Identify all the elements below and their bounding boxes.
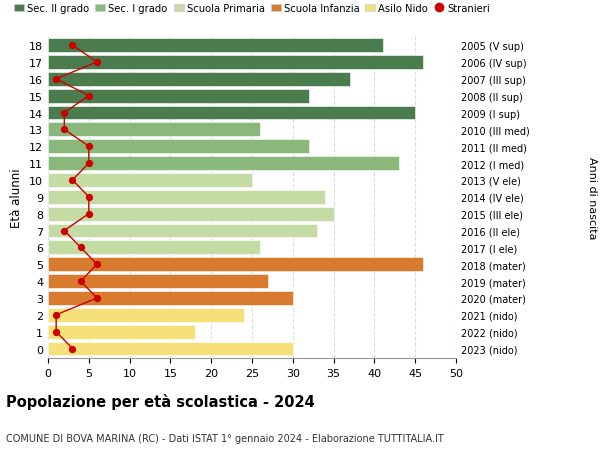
Bar	[48, 241, 260, 255]
Bar	[48, 291, 293, 305]
Legend: Sec. II grado, Sec. I grado, Scuola Primaria, Scuola Infanzia, Asilo Nido, Stran: Sec. II grado, Sec. I grado, Scuola Prim…	[10, 0, 494, 18]
Point	[84, 143, 94, 151]
Bar	[48, 90, 309, 103]
Bar	[48, 39, 383, 53]
Bar	[48, 308, 244, 322]
Y-axis label: Età alunni: Età alunni	[10, 168, 23, 227]
Bar	[48, 325, 195, 339]
Point	[84, 93, 94, 100]
Bar	[48, 190, 325, 204]
Point	[59, 126, 69, 134]
Point	[76, 278, 85, 285]
Bar	[48, 73, 350, 86]
Point	[84, 194, 94, 201]
Bar	[48, 140, 309, 154]
Text: Popolazione per età scolastica - 2024: Popolazione per età scolastica - 2024	[6, 393, 315, 409]
Text: COMUNE DI BOVA MARINA (RC) - Dati ISTAT 1° gennaio 2024 - Elaborazione TUTTITALI: COMUNE DI BOVA MARINA (RC) - Dati ISTAT …	[6, 433, 444, 442]
Point	[92, 261, 102, 269]
Point	[84, 160, 94, 168]
Bar	[48, 174, 252, 187]
Point	[92, 295, 102, 302]
Bar	[48, 258, 424, 272]
Point	[52, 76, 61, 83]
Point	[59, 110, 69, 117]
Point	[68, 177, 77, 184]
Bar	[48, 342, 293, 356]
Point	[59, 227, 69, 235]
Point	[52, 328, 61, 336]
Point	[68, 42, 77, 50]
Point	[52, 312, 61, 319]
Text: Anni di nascita: Anni di nascita	[587, 156, 597, 239]
Point	[76, 244, 85, 252]
Bar	[48, 157, 399, 171]
Bar	[48, 106, 415, 120]
Point	[68, 345, 77, 353]
Bar	[48, 56, 424, 70]
Bar	[48, 274, 268, 288]
Bar	[48, 207, 334, 221]
Bar	[48, 224, 317, 238]
Point	[84, 211, 94, 218]
Point	[92, 59, 102, 67]
Bar	[48, 123, 260, 137]
